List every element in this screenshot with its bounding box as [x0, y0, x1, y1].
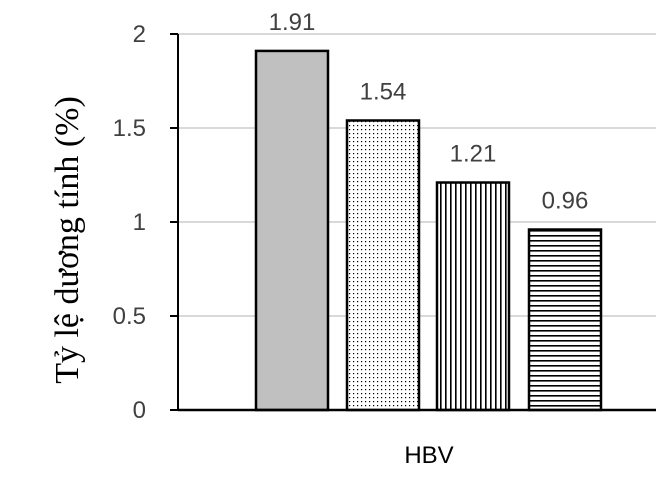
y-tick-label: 0: [133, 397, 146, 424]
data-label-2: 1.54: [360, 78, 407, 105]
bars: [254, 49, 603, 412]
data-labels: 1.91 1.54 1.21 0.96: [269, 9, 589, 215]
y-tick-label: 0.5: [113, 303, 146, 330]
bar-1: [254, 49, 330, 412]
x-category-label: HBV: [404, 442, 453, 469]
y-tick-label: 1.5: [113, 115, 146, 142]
data-label-4: 0.96: [542, 188, 589, 215]
y-tick-label: 2: [133, 21, 146, 48]
y-axis-label: Tỷ lệ dương tính (%): [49, 96, 86, 384]
y-tick-labels: 0 0.5 1 1.5 2: [113, 21, 146, 424]
axes: [170, 33, 656, 412]
y-tick-label: 1: [133, 209, 146, 236]
bar-4: [527, 228, 603, 412]
bar-3: [435, 181, 511, 412]
bar-2: [345, 119, 421, 412]
data-label-3: 1.21: [450, 141, 497, 168]
data-label-1: 1.91: [269, 9, 316, 36]
